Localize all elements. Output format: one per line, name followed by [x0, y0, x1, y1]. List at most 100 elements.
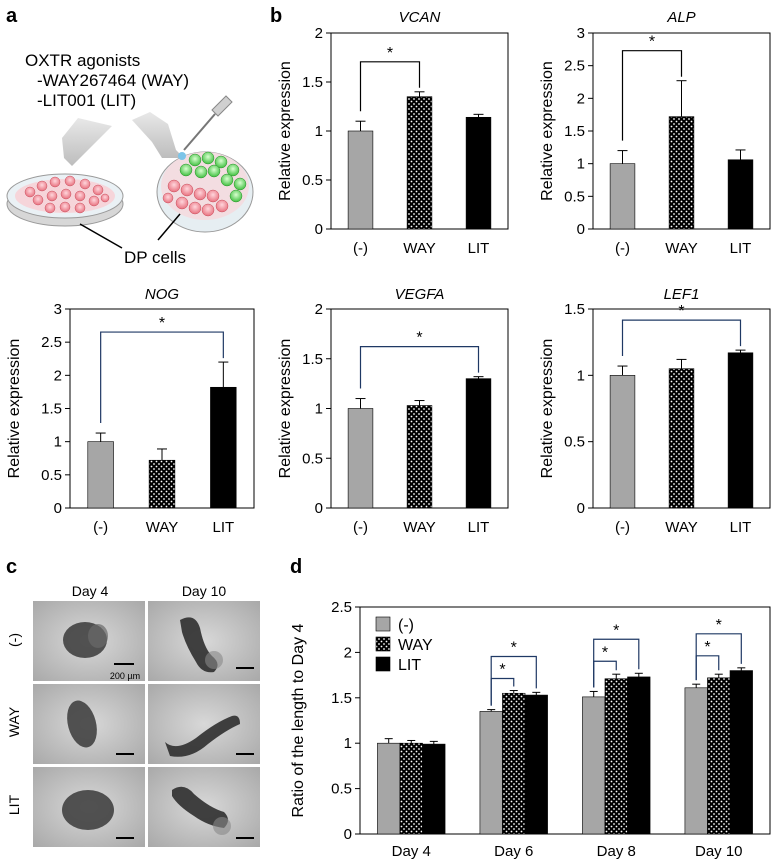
y-tick-label: 0.5: [41, 467, 62, 484]
y-tick-label: 0.5: [564, 434, 585, 451]
y-tick-label: 1: [315, 123, 323, 140]
y-tick-label: 1.5: [331, 690, 352, 707]
y-tick-label: 0.5: [331, 781, 352, 798]
follicle-image: [62, 790, 114, 830]
x-tick-label: LIT: [468, 240, 490, 257]
panel-label-d: d: [290, 556, 302, 578]
x-tick-label: WAY: [403, 240, 436, 257]
bar-way: [406, 405, 433, 509]
significance-star: *: [159, 315, 165, 332]
legend-label-control: (-): [398, 617, 414, 634]
follicle-image: [67, 700, 97, 748]
y-tick-label: 1.5: [41, 401, 62, 418]
follicle-image: [205, 651, 223, 669]
y-tick-label: 3: [577, 25, 585, 42]
chart-vcan: VCAN Relative expression 0 0.5 1 1.5 2 (-) WAY LI…: [277, 9, 509, 257]
significance-star: *: [602, 644, 608, 661]
significance-star: *: [387, 45, 393, 62]
y-tick-label: 1.5: [564, 123, 585, 140]
y-tick-label: 0: [577, 221, 585, 238]
follicle-image: [172, 786, 228, 828]
y-axis-label: Relative expression: [6, 339, 23, 479]
follicle-image: [165, 715, 240, 757]
callout-line: [157, 213, 181, 241]
arrow-right-icon: [132, 112, 184, 158]
chart-vegfa: VEGFA Relative expression 0 0.5 1 1.5 2 (-) WAY L…: [277, 286, 509, 536]
agonist-way: -WAY267464 (WAY): [37, 71, 189, 90]
bar-lit: [210, 386, 237, 509]
y-tick-label: 2: [315, 25, 323, 42]
bar-lit-day-4: [422, 743, 446, 835]
follicle-image: [88, 624, 108, 648]
x-tick-label: (-): [93, 519, 108, 536]
significance-bracket: [490, 655, 537, 706]
x-tick-label: Day 8: [597, 843, 636, 860]
plot-frame: [359, 606, 771, 835]
y-tick-label: 2.5: [564, 58, 585, 75]
chart-title-vcan: VCAN: [399, 9, 441, 26]
y-axis-label: Relative expression: [539, 339, 556, 479]
x-tick-label: LIT: [730, 519, 752, 536]
bar-control-day-4: [377, 742, 401, 835]
significance-bracket: [593, 638, 640, 688]
significance-star: *: [678, 303, 684, 320]
bar-control: [609, 375, 636, 509]
panel-label-a: a: [6, 5, 18, 27]
significance-bracket: [695, 633, 742, 681]
significance-star: *: [716, 617, 722, 634]
y-axis-label: Relative expression: [539, 61, 556, 201]
bar-lit: [465, 116, 492, 230]
x-tick-label: LIT: [212, 519, 234, 536]
pipette-icon: [178, 95, 233, 160]
bar-way: [406, 96, 433, 230]
y-tick-label: 3: [54, 301, 62, 318]
bar-control: [87, 441, 114, 509]
significance-bracket: [359, 61, 421, 112]
y-tick-label: 0.5: [302, 172, 323, 189]
y-tick-label: 0: [344, 826, 352, 843]
y-axis-label: Ratio of the length to Day 4: [290, 623, 307, 817]
significance-bracket: [359, 346, 480, 389]
chart-alp: ALP Relative expression 0 0.5 1 1.5 2 2.5 3 (-) WA…: [539, 9, 771, 257]
x-tick-label: Day 10: [695, 843, 743, 860]
y-tick-label: 1: [54, 434, 62, 451]
legend-label-way: WAY: [398, 637, 433, 654]
col-header-day4: Day 4: [72, 583, 109, 599]
callout-line: [79, 223, 123, 249]
y-tick-label: 1: [577, 367, 585, 384]
row-label-control: (-): [6, 633, 22, 647]
bar-control: [609, 163, 636, 230]
significance-bracket: [621, 50, 683, 141]
follicle-image: [213, 817, 231, 835]
x-tick-label: LIT: [730, 240, 752, 257]
scale-bar-label: 200 µm: [110, 671, 140, 681]
y-tick-label: 2: [315, 301, 323, 318]
bar-way-day-8: [604, 678, 628, 835]
y-tick-label: 0.5: [302, 450, 323, 467]
y-tick-label: 0: [315, 221, 323, 238]
significance-star: *: [499, 662, 505, 679]
bar-control-day-10: [684, 687, 708, 835]
chart-title-lef1: LEF1: [664, 286, 700, 303]
bar-control-day-8: [582, 696, 606, 835]
culture-dish-right-icon: [156, 151, 254, 233]
significance-star: *: [704, 639, 710, 656]
x-tick-label: WAY: [665, 240, 698, 257]
y-tick-label: 0: [54, 500, 62, 517]
bar-lit: [727, 352, 754, 509]
y-axis-label: Relative expression: [277, 339, 294, 479]
legend-swatch-control: [375, 616, 391, 632]
chart-title-nog: NOG: [145, 286, 180, 303]
row-label-way: WAY: [6, 706, 22, 737]
y-tick-label: 2: [54, 367, 62, 384]
micrograph-way-day10: [148, 684, 260, 764]
significance-bracket: [695, 655, 720, 681]
bar-lit: [465, 378, 492, 509]
bar-control: [347, 130, 374, 230]
bar-lit-day-8: [627, 676, 651, 835]
significance-star: *: [613, 622, 619, 639]
significance-star: *: [416, 330, 422, 347]
bar-lit: [727, 159, 754, 230]
y-tick-label: 2: [344, 644, 352, 661]
